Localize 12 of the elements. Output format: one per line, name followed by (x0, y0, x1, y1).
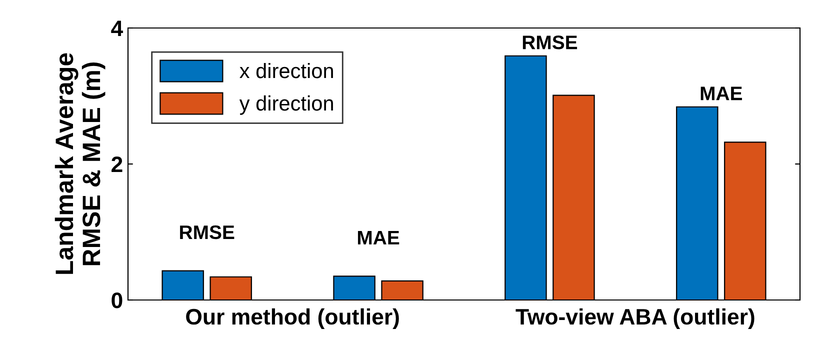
y-axis-title: Landmark Average RMSE & MAE (m) (54, 53, 106, 274)
annotation: RMSE (180, 225, 234, 240)
text: Our method (outlier) (186, 308, 399, 330)
legend-label: y direction (239, 95, 333, 115)
annotation: MAE (700, 86, 742, 100)
annotation: RMSE (522, 35, 578, 50)
y-tick-label: 0 (112, 292, 122, 308)
annotation: MAE (358, 231, 400, 244)
text: Two-view ABA (outlier) (516, 308, 754, 330)
y-tick-label: 2 (112, 156, 122, 172)
legend-label: x direction (240, 62, 333, 78)
y-tick-label: 4 (111, 20, 124, 36)
